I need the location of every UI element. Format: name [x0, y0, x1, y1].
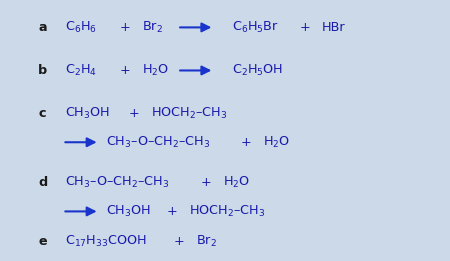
Text: +: +: [119, 21, 130, 34]
Text: H$_2$O: H$_2$O: [263, 135, 290, 150]
Text: b: b: [38, 64, 48, 77]
Text: C$_6$H$_5$Br: C$_6$H$_5$Br: [232, 20, 279, 35]
Text: C$_2$H$_4$: C$_2$H$_4$: [65, 63, 97, 78]
Text: Br$_2$: Br$_2$: [196, 234, 216, 249]
Text: +: +: [166, 205, 177, 218]
Text: +: +: [200, 176, 211, 189]
Text: +: +: [299, 21, 310, 34]
Text: +: +: [241, 136, 252, 149]
Text: H$_2$O: H$_2$O: [223, 175, 250, 190]
Text: d: d: [38, 176, 48, 189]
Text: CH$_3$OH: CH$_3$OH: [65, 106, 110, 121]
Text: a: a: [38, 21, 47, 34]
Text: C$_{17}$H$_{33}$COOH: C$_{17}$H$_{33}$COOH: [65, 234, 147, 249]
Text: CH$_3$–O–CH$_2$–CH$_3$: CH$_3$–O–CH$_2$–CH$_3$: [106, 135, 210, 150]
Text: CH$_3$OH: CH$_3$OH: [106, 204, 151, 219]
Text: Br$_2$: Br$_2$: [142, 20, 162, 35]
Text: +: +: [173, 235, 184, 248]
Text: e: e: [38, 235, 47, 248]
Text: CH$_3$–O–CH$_2$–CH$_3$: CH$_3$–O–CH$_2$–CH$_3$: [65, 175, 169, 190]
Text: H$_2$O: H$_2$O: [142, 63, 169, 78]
Text: HBr: HBr: [322, 21, 346, 34]
Text: HOCH$_2$–CH$_3$: HOCH$_2$–CH$_3$: [151, 106, 227, 121]
Text: +: +: [128, 107, 139, 120]
Text: c: c: [38, 107, 46, 120]
Text: HOCH$_2$–CH$_3$: HOCH$_2$–CH$_3$: [189, 204, 265, 219]
Text: C$_6$H$_6$: C$_6$H$_6$: [65, 20, 97, 35]
Text: C$_2$H$_5$OH: C$_2$H$_5$OH: [232, 63, 283, 78]
Text: +: +: [119, 64, 130, 77]
